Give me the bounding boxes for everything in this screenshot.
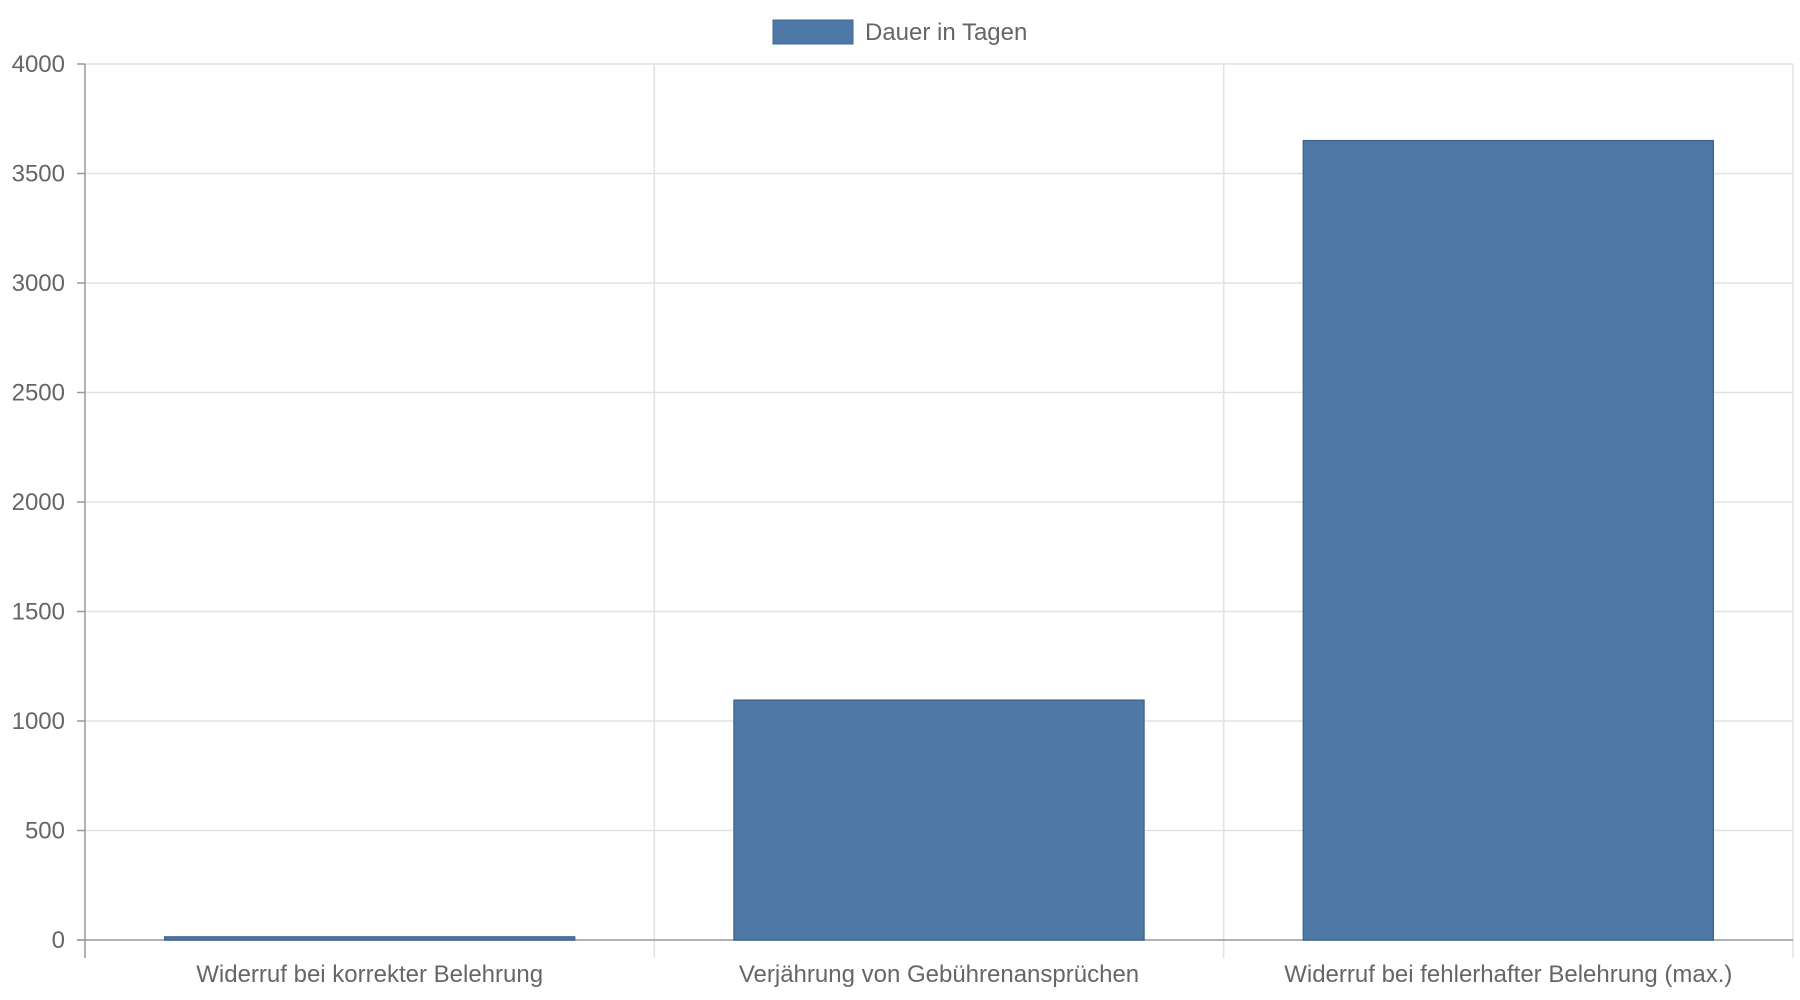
y-tick-label: 3500 — [12, 161, 65, 188]
bars — [163, 139, 1715, 941]
y-tick-label: 500 — [25, 818, 65, 845]
y-tick-label: 2500 — [12, 380, 65, 407]
y-axis-tick-labels: 0 500 1000 1500 2000 2500 3000 3500 4000 — [12, 51, 65, 954]
y-tick-label: 3000 — [12, 270, 65, 297]
x-tick-label: Verjährung von Gebührenansprüchen — [739, 961, 1139, 988]
grid — [85, 63, 1794, 958]
bar[interactable] — [1302, 139, 1715, 941]
bar[interactable] — [163, 936, 576, 941]
x-tick-label: Widerruf bei fehlerhafter Belehrung (max… — [1284, 961, 1732, 988]
y-tick-label: 1500 — [12, 599, 65, 626]
legend-label[interactable]: Dauer in Tagen — [865, 19, 1027, 46]
y-tick-label: 4000 — [12, 51, 65, 78]
bar[interactable] — [733, 699, 1145, 941]
legend-swatch[interactable] — [772, 19, 854, 45]
y-tick-label: 0 — [52, 927, 65, 954]
y-tick-label: 2000 — [12, 489, 65, 516]
x-tick-label: Widerruf bei korrekter Belehrung — [196, 961, 543, 988]
x-axis-tick-labels: Widerruf bei korrekter Belehrung Verjähru… — [196, 961, 1732, 988]
legend[interactable]: Dauer in Tagen — [772, 19, 1027, 46]
y-tick-label: 1000 — [12, 708, 65, 735]
